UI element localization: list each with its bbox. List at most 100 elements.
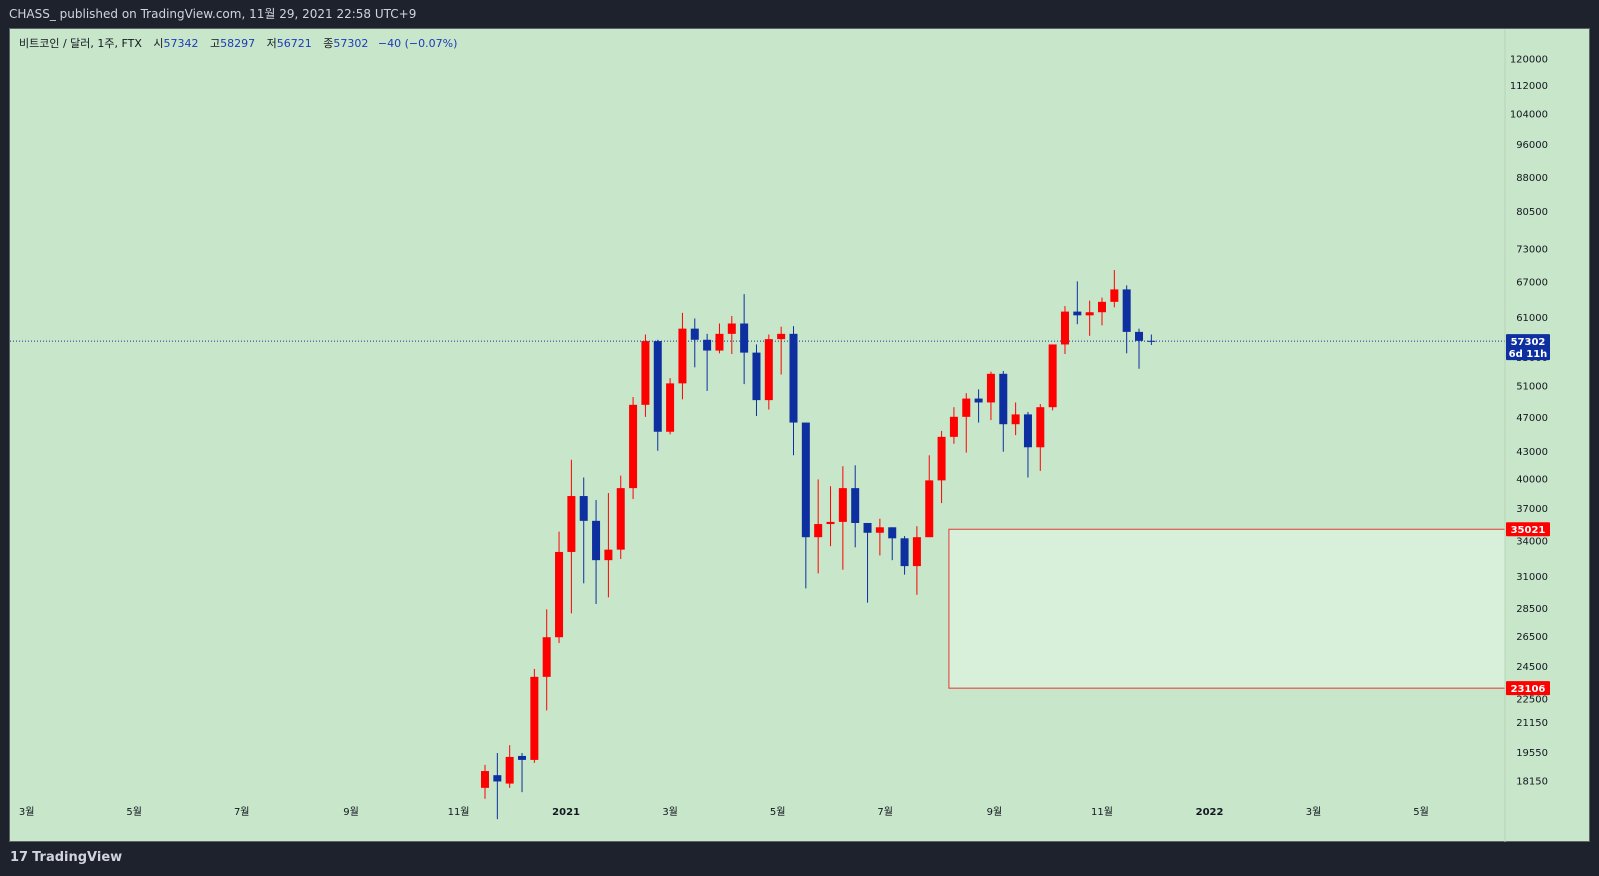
- price-tick-label: 112000: [1510, 81, 1548, 92]
- time-tick-label: 5월: [126, 806, 142, 818]
- footer-bar: 17 TradingView: [0, 842, 1599, 876]
- candle-body: [986, 373, 995, 403]
- price-zone[interactable]: [948, 528, 1506, 689]
- chart-frame[interactable]: 120000 112000 104000 96000 88000 80500 73000 67…: [9, 28, 1591, 843]
- candle: [1048, 344, 1057, 411]
- time-tick-label: 2022: [1196, 807, 1224, 818]
- close-value: 57302: [333, 37, 369, 50]
- candle: [505, 745, 514, 788]
- candle: [1023, 411, 1032, 478]
- candle-body: [1135, 331, 1144, 341]
- candle: [925, 455, 934, 538]
- candle: [1085, 300, 1094, 336]
- candle: [962, 393, 971, 453]
- low-value: 56721: [276, 37, 312, 50]
- change-value: −40 (−0.07%): [377, 37, 458, 50]
- candle: [678, 312, 687, 400]
- current-price-tag-text: 6d 11h: [1509, 349, 1548, 360]
- time-tick-label: 9월: [343, 806, 359, 818]
- candle: [949, 407, 958, 444]
- candle-body: [925, 480, 934, 538]
- candle: [1073, 281, 1082, 325]
- price-tick-label: 34000: [1516, 537, 1548, 548]
- candle-body: [814, 524, 823, 538]
- candle-body: [678, 328, 687, 384]
- close-label: 종: [323, 37, 334, 50]
- candle: [1135, 328, 1144, 369]
- price-tick-label: 80500: [1516, 207, 1548, 218]
- candle: [999, 370, 1008, 452]
- time-tick-label: 11월: [448, 806, 470, 818]
- tradingview-logo-icon: 17: [10, 850, 29, 865]
- candle-body: [999, 373, 1008, 425]
- candle: [653, 339, 662, 451]
- candle-body: [949, 416, 958, 437]
- candle-body: [1036, 407, 1045, 448]
- candlestick-chart[interactable]: 120000 112000 104000 96000 88000 80500 73000 67…: [10, 29, 1591, 843]
- high-value: 58297: [220, 37, 256, 50]
- candle-body: [629, 404, 638, 489]
- current-price-tag-bg: [1506, 334, 1550, 361]
- candle: [814, 479, 823, 574]
- zone-lower-tag: 23106: [1506, 681, 1550, 696]
- zone-rectangle[interactable]: [948, 528, 1506, 689]
- candle-body: [641, 341, 650, 405]
- zone-lower-tag-text: 23106: [1511, 684, 1546, 695]
- candle-body: [653, 341, 662, 432]
- current-price-tag-text: 57302: [1511, 337, 1546, 348]
- candle-body: [777, 333, 786, 340]
- publish-header: CHASS_ published on TradingView.com, 11월…: [0, 0, 1599, 28]
- candle-body: [974, 398, 983, 403]
- time-tick-label: 3월: [19, 806, 35, 818]
- candle-body: [518, 755, 527, 760]
- time-tick-label: 5월: [1413, 806, 1429, 818]
- candle: [604, 493, 613, 598]
- price-tick-label: 28500: [1516, 604, 1548, 615]
- candle: [579, 477, 588, 584]
- candle: [727, 315, 736, 354]
- brand-logo[interactable]: 17 TradingView: [10, 850, 122, 865]
- price-tick-label: 47000: [1516, 413, 1548, 424]
- price-axis[interactable]: 120000 112000 104000 96000 88000 80500 73000 67…: [1504, 29, 1548, 843]
- candle-body: [851, 488, 860, 523]
- candle-body: [592, 520, 601, 561]
- price-tick-label: 40000: [1516, 474, 1548, 485]
- price-tick-label: 61000: [1516, 313, 1548, 324]
- zone-upper-tag-text: 35021: [1511, 525, 1546, 536]
- time-tick-label: 7월: [877, 806, 893, 818]
- candle-body: [579, 496, 588, 521]
- candle: [826, 486, 835, 547]
- candle-body: [1110, 289, 1119, 302]
- candle-body: [789, 333, 798, 423]
- candle-body: [505, 756, 514, 784]
- candle: [851, 465, 860, 548]
- candle-body: [752, 352, 761, 401]
- candle-body: [937, 436, 946, 481]
- candle: [1098, 297, 1106, 326]
- candle: [875, 518, 884, 556]
- candle: [567, 459, 576, 614]
- candle-body: [616, 488, 625, 550]
- candle: [666, 378, 675, 435]
- candle: [1011, 402, 1020, 436]
- price-tick-label: 31000: [1516, 572, 1548, 583]
- candle: [801, 422, 810, 589]
- candle: [1122, 285, 1131, 354]
- candle-body: [1122, 289, 1131, 332]
- candle: [555, 531, 564, 644]
- candle: [1060, 306, 1069, 354]
- candle: [481, 764, 489, 799]
- candle-body: [764, 339, 773, 401]
- candle: [542, 609, 551, 711]
- candle-body: [1048, 344, 1057, 408]
- candle-body: [493, 775, 502, 782]
- time-axis[interactable]: 3월 5월 7월 9월 11월 2021 3월 5월 7월 9월 11월 2022 3월 5월: [19, 806, 1429, 818]
- price-tick-label: 73000: [1516, 245, 1548, 256]
- candles: [481, 270, 1156, 820]
- price-tick-label: 120000: [1510, 55, 1548, 66]
- price-tick-label: 18150: [1516, 776, 1548, 787]
- candle-body: [801, 422, 810, 538]
- candle: [703, 333, 712, 391]
- price-tick-label: 51000: [1516, 382, 1548, 393]
